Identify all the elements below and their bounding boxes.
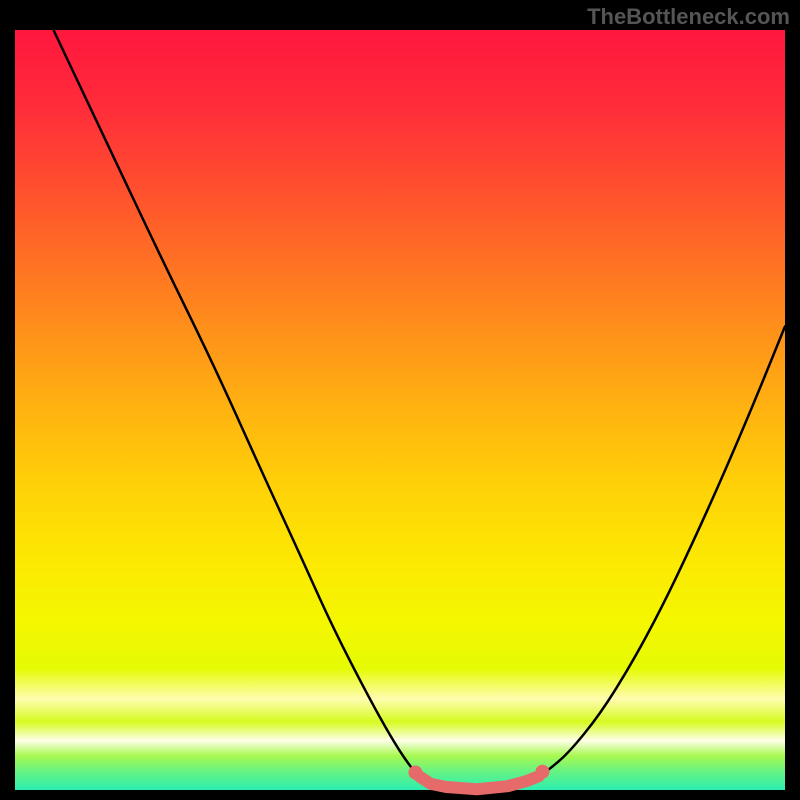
chart-background: [15, 30, 785, 790]
marker-dot: [408, 766, 422, 780]
chart-container: TheBottleneck.com: [0, 0, 800, 800]
bottleneck-chart: [0, 0, 800, 800]
marker-dot: [535, 765, 549, 779]
watermark-text: TheBottleneck.com: [587, 4, 790, 30]
